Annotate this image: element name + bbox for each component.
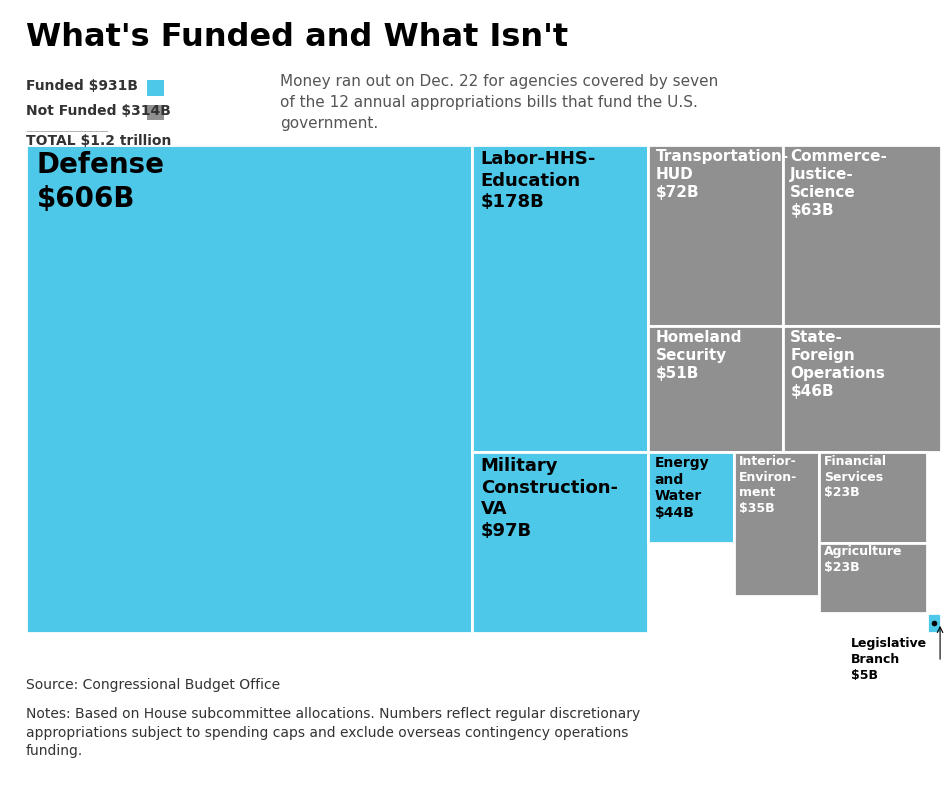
Bar xyxy=(471,453,649,633)
Text: Money ran out on Dec. 22 for agencies covered by seven
of the 12 annual appropri: Money ran out on Dec. 22 for agencies co… xyxy=(280,74,718,131)
Text: ──────────────: ────────────── xyxy=(26,127,108,138)
Text: Funded $931B: Funded $931B xyxy=(26,79,138,93)
Text: Transportation-
HUD
$72B: Transportation- HUD $72B xyxy=(656,149,788,200)
Text: Source: Congressional Budget Office: Source: Congressional Budget Office xyxy=(26,678,279,692)
Text: Commerce-
Justice-
Science
$63B: Commerce- Justice- Science $63B xyxy=(790,149,887,219)
Text: State-
Foreign
Operations
$46B: State- Foreign Operations $46B xyxy=(790,329,885,399)
Bar xyxy=(819,542,927,613)
Text: What's Funded and What Isn't: What's Funded and What Isn't xyxy=(26,22,568,53)
Text: Defense
$606B: Defense $606B xyxy=(37,151,164,213)
Text: Agriculture
$23B: Agriculture $23B xyxy=(825,545,902,574)
Bar xyxy=(783,145,941,325)
Bar xyxy=(26,145,471,633)
Bar xyxy=(927,613,941,633)
Text: TOTAL $1.2 trillion: TOTAL $1.2 trillion xyxy=(26,134,171,149)
Bar xyxy=(733,453,819,596)
Text: Interior-
Environ-
ment
$35B: Interior- Environ- ment $35B xyxy=(739,455,797,515)
Text: Homeland
Security
$51B: Homeland Security $51B xyxy=(656,329,742,380)
Text: Legislative
Branch
$5B: Legislative Branch $5B xyxy=(851,637,927,681)
Text: Notes: Based on House subcommittee allocations. Numbers reflect regular discreti: Notes: Based on House subcommittee alloc… xyxy=(26,707,640,758)
Bar xyxy=(649,453,733,542)
Bar xyxy=(783,325,941,453)
Text: Financial
Services
$23B: Financial Services $23B xyxy=(825,455,887,499)
Bar xyxy=(471,145,649,453)
Text: Labor-HHS-
Education
$178B: Labor-HHS- Education $178B xyxy=(481,150,597,211)
Bar xyxy=(649,145,783,325)
Bar xyxy=(649,325,783,453)
Text: Not Funded $314B: Not Funded $314B xyxy=(26,104,171,118)
Text: Military
Construction-
VA
$97B: Military Construction- VA $97B xyxy=(481,457,618,540)
Text: Energy
and
Water
$44B: Energy and Water $44B xyxy=(655,456,710,520)
Bar xyxy=(819,453,927,542)
